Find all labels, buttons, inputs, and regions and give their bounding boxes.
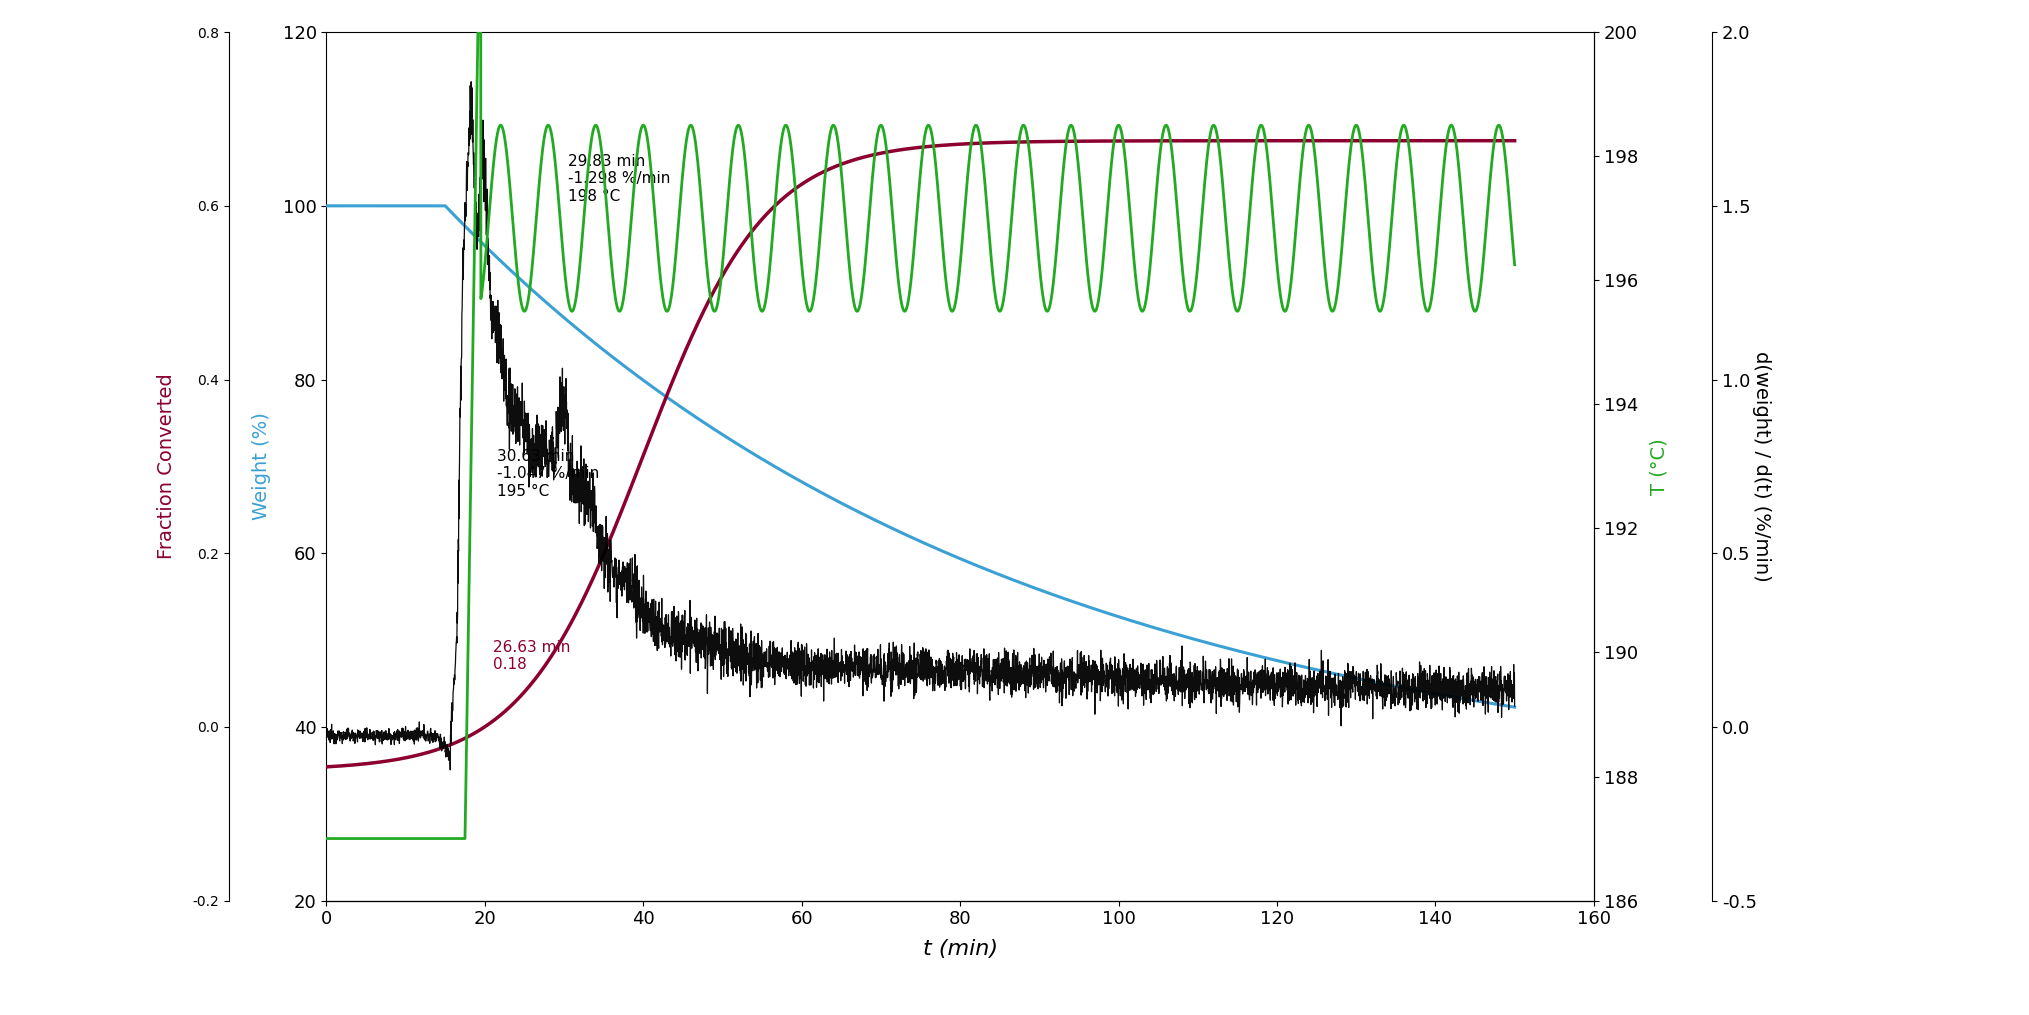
Y-axis label: d(weight) / d(t) (%/min): d(weight) / d(t) (%/min) [1751, 351, 1771, 582]
Y-axis label: T (°C): T (°C) [1650, 438, 1668, 494]
Text: 29.83 min
-1.298 %/min
198 °C: 29.83 min -1.298 %/min 198 °C [568, 153, 670, 204]
X-axis label: t (min): t (min) [923, 940, 998, 959]
Text: 26.63 min
0.18: 26.63 min 0.18 [493, 640, 570, 673]
Text: 30.63 min
-1.047 %/min
195 °C: 30.63 min -1.047 %/min 195 °C [497, 449, 599, 498]
Y-axis label: Weight (%): Weight (%) [252, 412, 272, 521]
